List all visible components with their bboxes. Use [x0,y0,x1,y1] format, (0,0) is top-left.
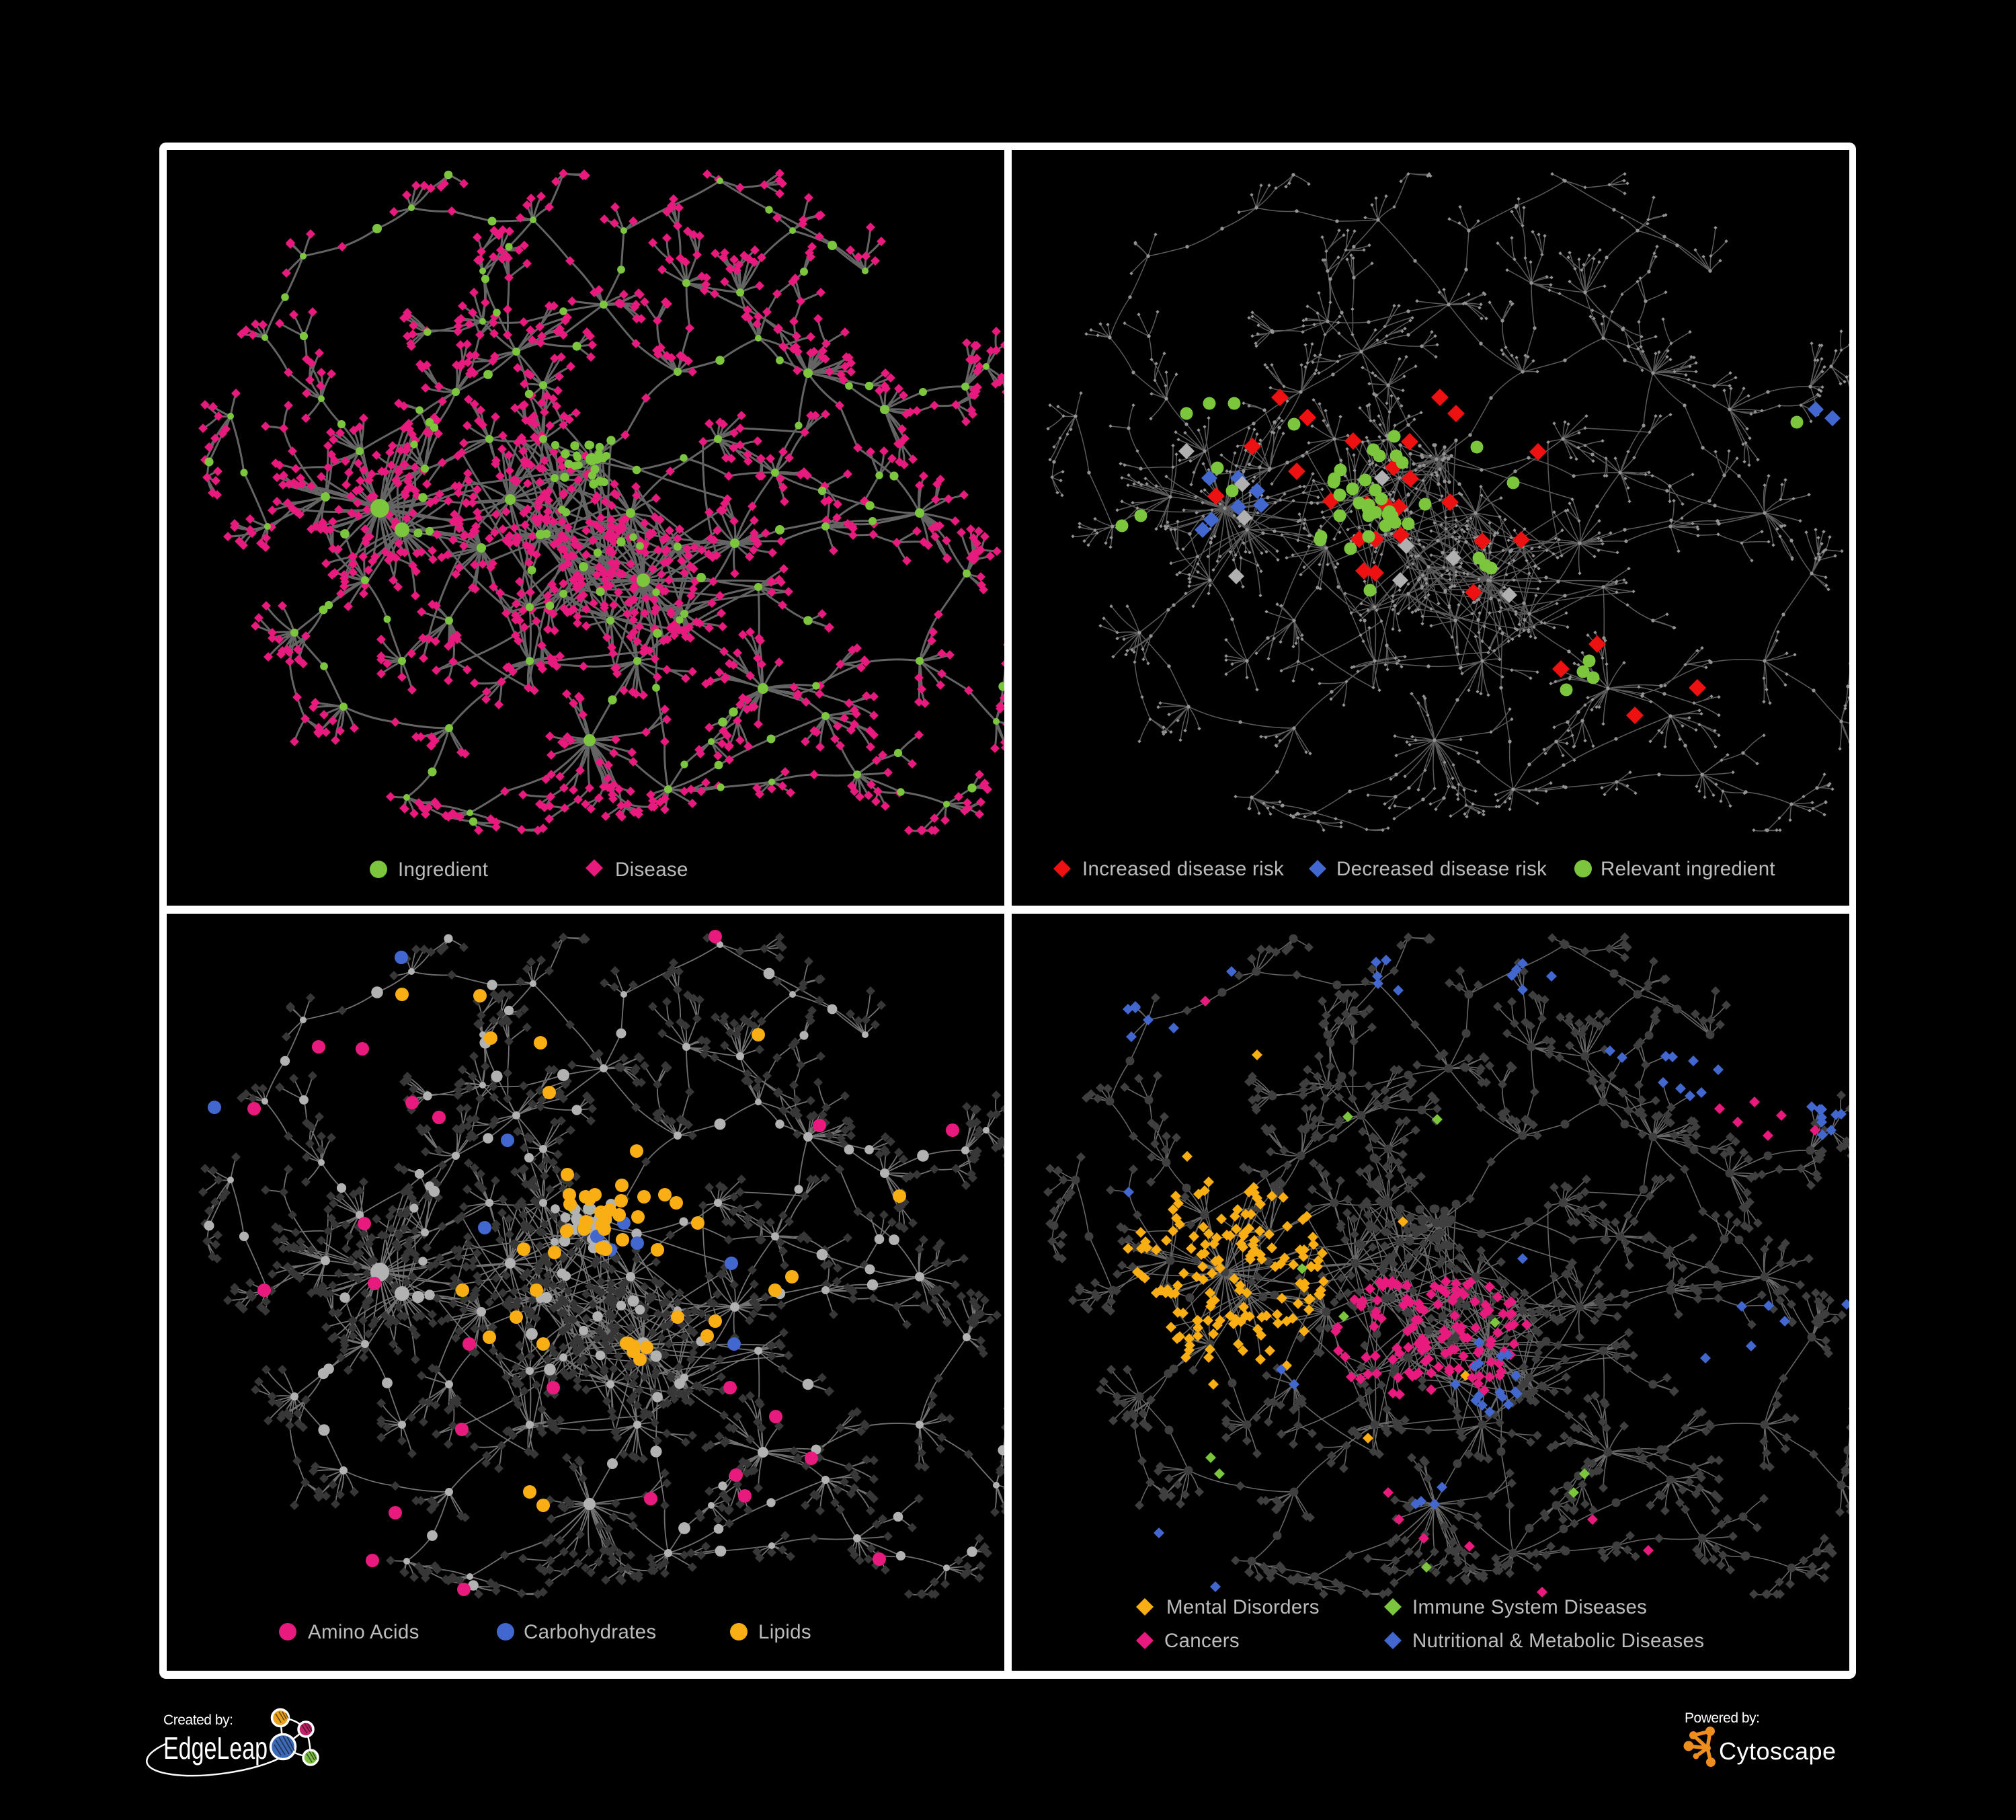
svg-text:Disease: Disease [615,859,688,881]
svg-text:Created by:: Created by: [163,1712,233,1728]
svg-text:Amino Acids: Amino Acids [308,1621,419,1643]
svg-text:Cytoscape: Cytoscape [1719,1737,1836,1765]
svg-text:Cancers: Cancers [1164,1630,1240,1652]
svg-text:Powered by:: Powered by: [1685,1710,1760,1726]
svg-text:Decreased disease risk: Decreased disease risk [1336,858,1547,880]
svg-text:Nutritional & Metabolic Diseas: Nutritional & Metabolic Diseases [1412,1630,1704,1652]
svg-text:Mental Disorders: Mental Disorders [1166,1596,1320,1618]
svg-text:Immune System Diseases: Immune System Diseases [1412,1596,1647,1618]
svg-text:EdgeLeap: EdgeLeap [163,1731,268,1766]
svg-text:Ingredient: Ingredient [398,859,488,881]
svg-text:Increased disease risk: Increased disease risk [1082,858,1284,880]
svg-text:Lipids: Lipids [758,1621,811,1643]
svg-text:Relevant ingredient: Relevant ingredient [1601,858,1775,880]
svg-text:Carbohydrates: Carbohydrates [524,1621,656,1643]
